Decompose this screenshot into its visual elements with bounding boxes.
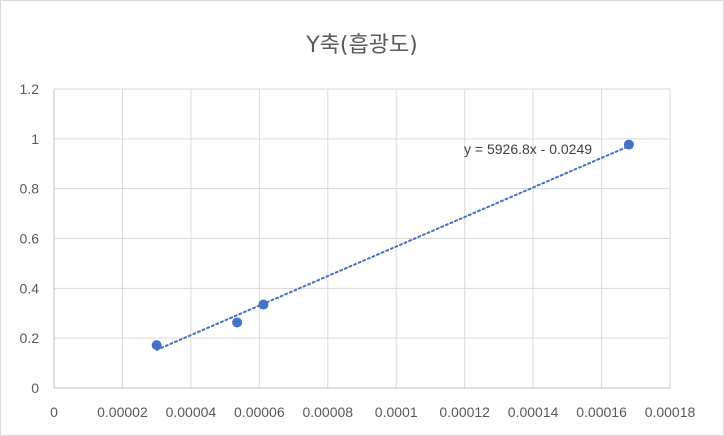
y-tick-label: 0.4	[20, 280, 40, 296]
data-point	[258, 299, 269, 310]
x-tick-label: 0.00016	[576, 404, 627, 420]
x-tick-label: 0.00004	[166, 404, 217, 420]
x-tick-label: 0.00018	[645, 404, 696, 420]
y-tick-label: 1	[31, 131, 39, 147]
x-tick-label: 0.00012	[439, 404, 490, 420]
y-tick-label: 0.2	[20, 330, 40, 346]
y-tick-label: 0.6	[20, 231, 40, 247]
x-tick-label: 0	[50, 404, 58, 420]
trendline-line	[155, 145, 630, 351]
x-tick-label: 0.00006	[234, 404, 285, 420]
x-tick-label: 0.00002	[97, 404, 148, 420]
data-point	[232, 317, 243, 328]
y-tick-label: 0.8	[20, 181, 40, 197]
data-points	[151, 139, 634, 351]
x-tick-label: 0.00014	[508, 404, 559, 420]
y-tick-label: 1.2	[20, 81, 40, 97]
trendline	[155, 145, 630, 351]
trendline-equation: y = 5926.8x - 0.0249	[464, 141, 592, 157]
data-point	[623, 139, 634, 150]
x-tick-label: 0.00008	[302, 404, 353, 420]
axes	[53, 89, 670, 389]
y-tick-label: 0	[31, 380, 39, 396]
chart-title: Y축(흡광도)	[305, 33, 418, 58]
gridlines	[54, 88, 671, 388]
x-tick-label: 0.0001	[375, 404, 418, 420]
tick-labels: 0 0.2 0.4 0.6 0.8 1 1.2 0 0.00002 0.00004 0.00006 0…	[20, 81, 696, 420]
data-point	[151, 340, 162, 351]
